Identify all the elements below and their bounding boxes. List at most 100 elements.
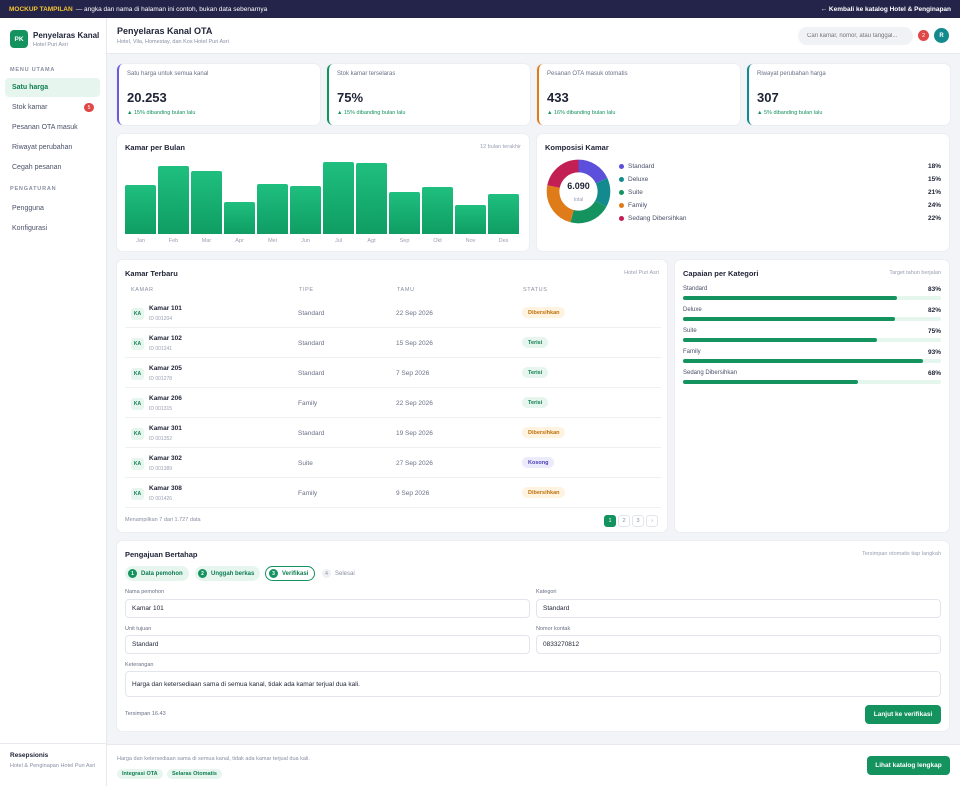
sidebar-user: Resepsionis Hotel & Penginapan Hotel Pur… [0, 743, 107, 778]
status-badge: Terisi [522, 367, 549, 378]
progress-fill [683, 317, 895, 321]
bar-okt [422, 187, 453, 234]
month-label: Sep [399, 238, 410, 244]
bar-mar [191, 171, 222, 234]
room-type: Standard [298, 430, 325, 437]
sidebar-item-stok-kamar[interactable]: Stok kamar 5 [5, 98, 100, 117]
banner-tag: MOCKUP TAMPILAN [9, 5, 73, 13]
legend-value: 18% [927, 162, 941, 170]
table-row[interactable]: KA Kamar 308 ID 001426 Family 9 Sep 2026 Dibe… [125, 478, 661, 508]
page-button-1[interactable]: 1 [604, 515, 616, 527]
progress-value: 93% [927, 349, 941, 356]
kpi-trend: ▲ 16% dibanding bulan lalu [547, 110, 616, 116]
room-name: Kamar 206 [149, 395, 182, 402]
month-label: Nov [465, 238, 476, 244]
room-badge: KA [131, 368, 144, 380]
donut-total: 6.090 [567, 180, 590, 191]
form-note: Tersimpan otomatis tiap langkah [862, 551, 941, 557]
avatar[interactable]: R [934, 28, 949, 43]
sidebar-item-pesanan-ota[interactable]: Pesanan OTA masuk [5, 118, 100, 137]
notification-badge[interactable]: 2 [918, 30, 929, 41]
table-note: Hotel Puri Asri [624, 270, 659, 276]
legend-value: 24% [927, 201, 941, 209]
legend-dot [619, 202, 624, 208]
status-badge: Kosong [522, 457, 555, 468]
category-field[interactable]: Standard [536, 599, 941, 618]
step-data-pemohon[interactable]: 1 Data pemohon [125, 566, 189, 581]
progress-value: 83% [927, 286, 941, 293]
next-verify-button[interactable]: Lanjut ke verifikasi [865, 705, 941, 724]
bar-chart-note: 12 bulan terakhir [480, 144, 521, 150]
table-row[interactable]: KA Kamar 101 ID 001204 Standard 22 Sep 2026 D… [125, 298, 661, 328]
step-number: 2 [198, 569, 207, 578]
progress-label: Deluxe [683, 307, 702, 313]
kpi-trend: ▲ 5% dibanding bulan lalu [757, 110, 823, 116]
search-input[interactable] [798, 27, 913, 45]
notes-field[interactable]: Harga dan ketersediaan sama di semua kan… [125, 671, 941, 697]
table-row[interactable]: KA Kamar 302 ID 001389 Suite 27 Sep 2026 Koso… [125, 448, 661, 478]
next-page-button[interactable]: › [646, 515, 658, 527]
legend-item: Family 24% [619, 200, 941, 210]
page-button-3[interactable]: 3 [632, 515, 644, 527]
kpi-card-stok: Stok kamar terselaras 75% ▲ 15% dibandin… [327, 64, 530, 125]
step-selesai[interactable]: 4 Selesai [319, 566, 361, 581]
progress-value: 75% [927, 328, 941, 335]
contact-field[interactable]: 0833270812 [536, 635, 941, 654]
kpi-value: 433 [547, 90, 569, 105]
unit-field[interactable]: Standard [125, 635, 530, 654]
recent-rooms-card: Kamar Terbaru Hotel Puri Asri KAMAR TIPE… [117, 260, 667, 532]
col-header-tamu: TAMU [397, 287, 415, 293]
legend-value: 22% [927, 214, 941, 222]
legend-value: 15% [927, 175, 941, 183]
back-to-catalog-link[interactable]: ← Kembali ke katalog Hotel & Penginapan [820, 5, 951, 13]
staged-form-card: Pengajuan Bertahap Tersimpan otomatis ti… [117, 541, 949, 731]
legend-dot [619, 215, 624, 221]
kpi-label: Riwayat perubahan harga [757, 71, 826, 77]
bar-mei [257, 184, 288, 234]
donut-chart-title: Komposisi Kamar [545, 143, 609, 152]
donut-slice-family [546, 159, 611, 224]
sidebar-item-cegah-pesanan[interactable]: Cegah pesanan [5, 158, 100, 177]
progress-track [683, 317, 941, 321]
status-badge: Dibersihkan [522, 487, 566, 498]
step-verifikasi[interactable]: 3 Verifikasi [265, 566, 316, 581]
unit-label: Unit tujuan [125, 626, 152, 632]
kpi-card-riwayat: Riwayat perubahan harga 307 ▲ 5% dibandi… [747, 64, 950, 125]
donut-slice-standard [546, 159, 611, 224]
room-id: ID 001241 [149, 346, 173, 352]
status-badge: Terisi [522, 397, 549, 408]
room-name: Kamar 302 [149, 455, 182, 462]
view-catalog-button[interactable]: Lihat katalog lengkap [867, 756, 950, 775]
kpi-label: Stok kamar terselaras [337, 71, 396, 77]
progress-fill [683, 296, 898, 300]
bar-feb [158, 166, 189, 234]
month-label: Agt [367, 238, 376, 244]
bar-nov [455, 205, 486, 234]
guest-date: 22 Sep 2026 [396, 400, 433, 407]
page-button-2[interactable]: 2 [618, 515, 630, 527]
step-label: Selesai [335, 570, 355, 577]
room-badge: KA [131, 488, 144, 500]
name-field[interactable]: Kamar 101 [125, 599, 530, 618]
table-row[interactable]: KA Kamar 206 ID 001315 Family 22 Sep 2026 Ter… [125, 388, 661, 418]
brand[interactable]: PK Penyelaras Kanal Hotel Puri Asri [10, 30, 99, 48]
progress-title: Capaian per Kategori [683, 269, 759, 278]
sidebar-item-pengguna[interactable]: Pengguna [5, 199, 100, 218]
sidebar-item-konfigurasi[interactable]: Konfigurasi [5, 219, 100, 238]
table-row[interactable]: KA Kamar 102 ID 001241 Standard 15 Sep 2026 T… [125, 328, 661, 358]
sidebar-item-riwayat[interactable]: Riwayat perubahan [5, 138, 100, 157]
name-label: Nama pemohon [125, 589, 165, 595]
table-row[interactable]: KA Kamar 205 ID 001278 Standard 7 Sep 2026 Te… [125, 358, 661, 388]
room-type: Standard [298, 370, 325, 377]
progress-label: Sedang Dibersihkan [683, 370, 738, 376]
page-subtitle: Hotel, Vila, Homestay, dan Kos Hotel Pur… [117, 39, 229, 45]
bar-apr [224, 202, 255, 234]
month-label: Jan [136, 238, 145, 244]
step-unggah-berkas[interactable]: 2 Unggah berkas [195, 566, 261, 581]
page-title: Penyelaras Kanal OTA [117, 26, 213, 36]
room-name: Kamar 205 [149, 365, 182, 372]
legend-dot [619, 189, 624, 195]
progress-track [683, 296, 941, 300]
table-row[interactable]: KA Kamar 301 ID 001352 Standard 19 Sep 2026 D… [125, 418, 661, 448]
sidebar-item-satu-harga[interactable]: Satu harga [5, 78, 100, 97]
